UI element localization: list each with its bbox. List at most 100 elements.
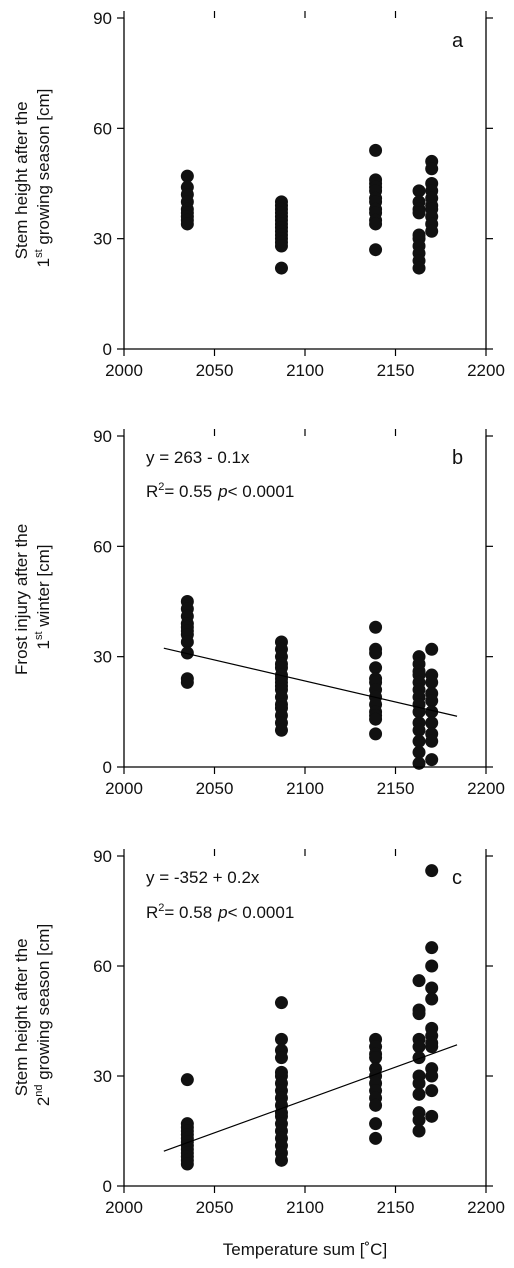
panel-c-point bbox=[369, 1117, 383, 1131]
panel-a-point bbox=[180, 217, 194, 231]
panel-b-p: p bbox=[217, 482, 227, 501]
panel-c-r2-value: = 0.58 bbox=[164, 903, 212, 922]
panel-b-point bbox=[412, 734, 426, 748]
panel-c-point bbox=[412, 974, 426, 988]
panel-c-equation: y = -352 + 0.2x bbox=[146, 868, 260, 887]
panel-a-point bbox=[425, 162, 439, 176]
panel-a-ytick-label: 0 bbox=[103, 340, 112, 359]
panel-a-point bbox=[412, 184, 426, 198]
panel-b-ytick-label: 60 bbox=[93, 537, 112, 556]
panel-c-point bbox=[369, 1131, 383, 1145]
panel-b-ylabel-line2-post: winter [cm] bbox=[34, 545, 53, 632]
panel-a-ylabel: Stem height after the 1st growing season… bbox=[12, 89, 53, 268]
panel-c-ylabel-line2-post: growing season [cm] bbox=[34, 924, 53, 1085]
panel-b-ticks: 0 30 60 90 2000 2050 2100 2150 2200 bbox=[93, 427, 505, 798]
panel-a-point bbox=[369, 143, 383, 157]
panel-c-point bbox=[412, 1007, 426, 1021]
panel-c-point bbox=[425, 1069, 439, 1083]
panel-b-r2: R2= 0.55 p< 0.0001 bbox=[146, 481, 294, 501]
panel-c-xtick-label: 2200 bbox=[467, 1198, 505, 1217]
panel-b-frame bbox=[123, 436, 487, 768]
panel-b-point bbox=[369, 727, 383, 741]
panel-c-point bbox=[274, 1032, 288, 1046]
panel-b-point bbox=[412, 723, 426, 737]
panel-b-points bbox=[180, 595, 439, 770]
panel-c-regression-line bbox=[163, 1044, 458, 1152]
panel-a-ticks: 0 30 60 90 2000 2050 2100 2150 2200 bbox=[93, 9, 505, 380]
panel-b-point bbox=[274, 723, 288, 737]
panel-c-ylabel-line2-sup: nd bbox=[33, 1084, 45, 1096]
panel-a-point bbox=[274, 261, 288, 275]
panel-a-ylabel-line2-sup: st bbox=[33, 249, 45, 258]
panel-b-point bbox=[412, 745, 426, 759]
panel-b-point bbox=[425, 694, 439, 708]
panel-a-xtick-label: 2000 bbox=[105, 361, 143, 380]
panel-c-point bbox=[274, 996, 288, 1010]
panel-c-point bbox=[180, 1157, 194, 1171]
panel-a-ylabel-line2-pre: 1 bbox=[34, 258, 53, 267]
panel-b-xtick-label: 2100 bbox=[286, 779, 324, 798]
panel-a-point bbox=[412, 206, 426, 220]
panel-c-point bbox=[369, 1051, 383, 1065]
panel-c-ytick-label: 60 bbox=[93, 957, 112, 976]
panel-c-point bbox=[412, 1113, 426, 1127]
panel-b-ytick-label: 30 bbox=[93, 648, 112, 667]
panel-b-r2-value: = 0.55 bbox=[164, 482, 212, 501]
panel-a-point bbox=[274, 239, 288, 253]
panel-c-ylabel: Stem height after the 2nd growing season… bbox=[12, 924, 53, 1106]
panel-a-points bbox=[180, 143, 439, 275]
panel-c-r2: R2= 0.58 p< 0.0001 bbox=[146, 902, 294, 922]
panel-b-point bbox=[425, 705, 439, 719]
panel-a-point bbox=[425, 224, 439, 238]
panel-b-letter: b bbox=[452, 447, 463, 469]
panel-a-ytick-label: 30 bbox=[93, 230, 112, 249]
panel-b: 0 30 60 90 2000 2050 2100 2150 2200 b y = 263 - … bbox=[12, 427, 505, 798]
panel-c-point bbox=[180, 1073, 194, 1087]
panel-c-ylabel-line1: Stem height after the bbox=[12, 938, 31, 1096]
panel-c-trendline bbox=[163, 1044, 458, 1152]
panel-c: 0 30 60 90 2000 2050 2100 2150 2200 c y = -352 +… bbox=[12, 847, 505, 1217]
panel-b-point bbox=[425, 642, 439, 656]
panel-b-point bbox=[412, 756, 426, 770]
panel-b-point bbox=[425, 675, 439, 689]
panel-b-point bbox=[180, 635, 194, 649]
panel-c-point bbox=[412, 1076, 426, 1090]
panel-b-point bbox=[425, 734, 439, 748]
panel-a-frame bbox=[123, 18, 487, 350]
panel-a: 0 30 60 90 2000 2050 2100 2150 2200 a Stem heigh… bbox=[12, 9, 505, 380]
panel-a-point bbox=[412, 261, 426, 275]
panel-a-xtick-label: 2150 bbox=[377, 361, 415, 380]
panel-b-point bbox=[180, 646, 194, 660]
panel-c-point bbox=[274, 1153, 288, 1167]
panel-c-letter: c bbox=[452, 867, 462, 889]
panel-a-point bbox=[180, 169, 194, 183]
panel-b-point bbox=[369, 646, 383, 660]
panel-c-ytick-label: 0 bbox=[103, 1177, 112, 1196]
panel-b-point bbox=[180, 675, 194, 689]
panel-c-point bbox=[369, 1098, 383, 1112]
panel-c-point bbox=[425, 981, 439, 995]
panel-b-xtick-label: 2000 bbox=[105, 779, 143, 798]
panel-b-xtick-label: 2150 bbox=[377, 779, 415, 798]
panel-b-trendline bbox=[163, 647, 458, 717]
panel-c-point bbox=[425, 864, 439, 878]
panel-c-ylabel-line2-pre: 2 bbox=[34, 1097, 53, 1106]
panel-a-xtick-label: 2050 bbox=[196, 361, 234, 380]
panel-a-point bbox=[369, 217, 383, 231]
panel-b-xtick-label: 2050 bbox=[196, 779, 234, 798]
panel-b-xtick-label: 2200 bbox=[467, 779, 505, 798]
panel-b-point bbox=[369, 661, 383, 675]
panel-c-point bbox=[412, 1087, 426, 1101]
panel-c-point bbox=[425, 941, 439, 955]
panel-b-point bbox=[369, 620, 383, 634]
panel-b-ylabel-line2-pre: 1 bbox=[34, 640, 53, 649]
panel-c-point bbox=[425, 1084, 439, 1098]
panel-c-point bbox=[425, 992, 439, 1006]
panel-c-xtick-label: 2150 bbox=[377, 1198, 415, 1217]
panel-c-point bbox=[412, 1051, 426, 1065]
panel-b-point bbox=[425, 716, 439, 730]
panel-b-p-value: < 0.0001 bbox=[228, 482, 295, 501]
panel-c-xtick-label: 2050 bbox=[196, 1198, 234, 1217]
panel-c-p-value: < 0.0001 bbox=[228, 903, 295, 922]
